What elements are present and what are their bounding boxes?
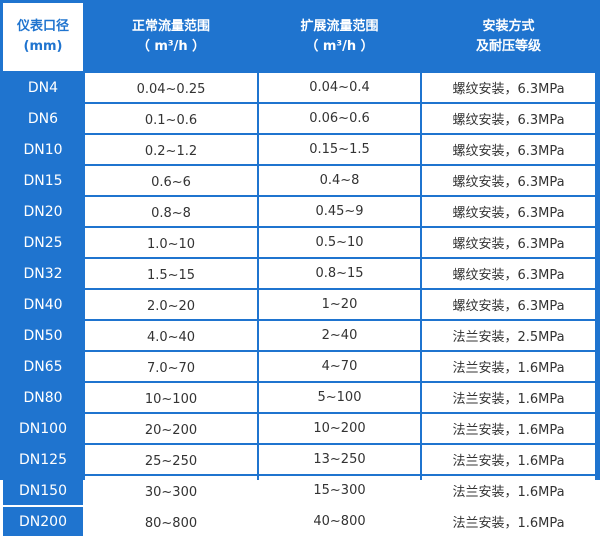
header-title: 安装方式 (482, 19, 535, 34)
cell-install-pressure: 法兰安装，1.6MPa (422, 476, 595, 505)
cell-normal-flow: 0.2~1.2 (85, 135, 257, 164)
cell-install-pressure: 螺纹安装，6.3MPa (422, 259, 595, 288)
table-row: DN125 25~250 13~250 法兰安装，1.6MPa (3, 445, 595, 474)
cell-install-pressure: 法兰安装，1.6MPa (422, 414, 595, 443)
header-subtitle: （ m³/h ） (136, 39, 206, 54)
cell-diameter: DN4 (3, 73, 83, 102)
cell-install-pressure: 螺纹安装，6.3MPa (422, 197, 595, 226)
cell-normal-flow: 30~300 (85, 476, 257, 505)
cell-diameter: DN20 (3, 197, 83, 226)
cell-normal-flow: 0.04~0.25 (85, 73, 257, 102)
cell-diameter: DN32 (3, 259, 83, 288)
cell-normal-flow: 0.6~6 (85, 166, 257, 195)
cell-normal-flow: 1.5~15 (85, 259, 257, 288)
cell-normal-flow: 20~200 (85, 414, 257, 443)
header-subtitle: （ m³/h ） (305, 39, 374, 54)
header-row: 仪表口径 (mm) 正常流量范围 （ m³/h ） 扩展流量范围 （ m³/h ） 安装方式… (3, 3, 595, 71)
cell-extended-flow: 0.04~0.4 (259, 73, 420, 102)
table-row: DN80 10~100 5~100 法兰安装，1.6MPa (3, 383, 595, 412)
table-row: DN25 1.0~10 0.5~10 螺纹安装，6.3MPa (3, 228, 595, 257)
cell-extended-flow: 15~300 (259, 476, 420, 505)
cell-normal-flow: 0.8~8 (85, 197, 257, 226)
cell-install-pressure: 螺纹安装，6.3MPa (422, 73, 595, 102)
cell-diameter: DN50 (3, 321, 83, 350)
table-row: DN40 2.0~20 1~20 螺纹安装，6.3MPa (3, 290, 595, 319)
cell-normal-flow: 2.0~20 (85, 290, 257, 319)
table-row: DN200 80~800 40~800 法兰安装，1.6MPa (3, 507, 595, 536)
header-title: 扩展流量范围 (300, 19, 379, 34)
cell-extended-flow: 0.4~8 (259, 166, 420, 195)
cell-extended-flow: 2~40 (259, 321, 420, 350)
cell-install-pressure: 法兰安装，2.5MPa (422, 321, 595, 350)
cell-diameter: DN40 (3, 290, 83, 319)
cell-extended-flow: 40~800 (259, 507, 420, 536)
table-row: DN20 0.8~8 0.45~9 螺纹安装，6.3MPa (3, 197, 595, 226)
cell-extended-flow: 4~70 (259, 352, 420, 381)
cell-diameter: DN15 (3, 166, 83, 195)
header-install-pressure: 安装方式 及耐压等级 (422, 3, 595, 71)
table-row: DN15 0.6~6 0.4~8 螺纹安装，6.3MPa (3, 166, 595, 195)
cell-diameter: DN125 (3, 445, 83, 474)
table-row: DN32 1.5~15 0.8~15 螺纹安装，6.3MPa (3, 259, 595, 288)
cell-diameter: DN6 (3, 104, 83, 133)
table-row: DN65 7.0~70 4~70 法兰安装，1.6MPa (3, 352, 595, 381)
table-body: DN4 0.04~0.25 0.04~0.4 螺纹安装，6.3MPa DN6 0.1~0.… (3, 73, 595, 536)
table-row: DN4 0.04~0.25 0.04~0.4 螺纹安装，6.3MPa (3, 73, 595, 102)
header-subtitle: (mm) (23, 39, 63, 54)
cell-install-pressure: 螺纹安装，6.3MPa (422, 228, 595, 257)
cell-diameter: DN65 (3, 352, 83, 381)
cell-normal-flow: 25~250 (85, 445, 257, 474)
cell-normal-flow: 10~100 (85, 383, 257, 412)
cell-normal-flow: 4.0~40 (85, 321, 257, 350)
cell-install-pressure: 螺纹安装，6.3MPa (422, 290, 595, 319)
header-title: 仪表口径 (16, 19, 69, 34)
cell-normal-flow: 7.0~70 (85, 352, 257, 381)
cell-normal-flow: 80~800 (85, 507, 257, 536)
cell-extended-flow: 5~100 (259, 383, 420, 412)
cell-extended-flow: 0.06~0.6 (259, 104, 420, 133)
cell-diameter: DN150 (3, 476, 83, 505)
cell-extended-flow: 0.5~10 (259, 228, 420, 257)
cell-extended-flow: 0.45~9 (259, 197, 420, 226)
header-extended-flow: 扩展流量范围 （ m³/h ） (259, 3, 420, 71)
cell-extended-flow: 0.8~15 (259, 259, 420, 288)
table-row: DN150 30~300 15~300 法兰安装，1.6MPa (3, 476, 595, 505)
table-row: DN6 0.1~0.6 0.06~0.6 螺纹安装，6.3MPa (3, 104, 595, 133)
cell-normal-flow: 1.0~10 (85, 228, 257, 257)
cell-install-pressure: 法兰安装，1.6MPa (422, 507, 595, 536)
cell-install-pressure: 法兰安装，1.6MPa (422, 352, 595, 381)
table-row: DN10 0.2~1.2 0.15~1.5 螺纹安装，6.3MPa (3, 135, 595, 164)
header-normal-flow: 正常流量范围 （ m³/h ） (85, 3, 257, 71)
header-subtitle: 及耐压等级 (475, 39, 541, 54)
cell-extended-flow: 10~200 (259, 414, 420, 443)
cell-install-pressure: 螺纹安装，6.3MPa (422, 166, 595, 195)
cell-extended-flow: 1~20 (259, 290, 420, 319)
cell-extended-flow: 0.15~1.5 (259, 135, 420, 164)
cell-normal-flow: 0.1~0.6 (85, 104, 257, 133)
cell-diameter: DN25 (3, 228, 83, 257)
cell-diameter: DN200 (3, 507, 83, 536)
cell-install-pressure: 法兰安装，1.6MPa (422, 445, 595, 474)
cell-install-pressure: 螺纹安装，6.3MPa (422, 104, 595, 133)
cell-diameter: DN80 (3, 383, 83, 412)
cell-install-pressure: 螺纹安装，6.3MPa (422, 135, 595, 164)
header-diameter: 仪表口径 (mm) (3, 3, 83, 71)
table-row: DN50 4.0~40 2~40 法兰安装，2.5MPa (3, 321, 595, 350)
cell-extended-flow: 13~250 (259, 445, 420, 474)
cell-install-pressure: 法兰安装，1.6MPa (422, 383, 595, 412)
cell-diameter: DN100 (3, 414, 83, 443)
table-row: DN100 20~200 10~200 法兰安装，1.6MPa (3, 414, 595, 443)
cell-diameter: DN10 (3, 135, 83, 164)
header-title: 正常流量范围 (131, 19, 210, 34)
